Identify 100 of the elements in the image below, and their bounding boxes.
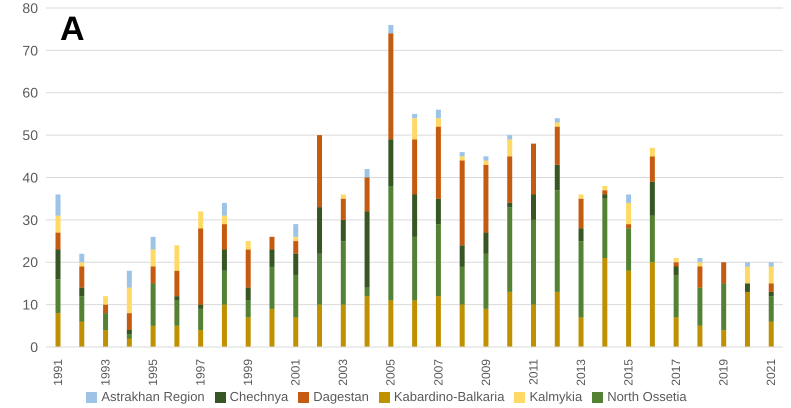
bar — [150, 326, 156, 347]
bar — [530, 194, 536, 220]
bar — [56, 232, 61, 250]
bar — [293, 224, 298, 237]
bar — [483, 160, 488, 165]
y-tick-label: 50 — [22, 127, 38, 144]
bar — [317, 207, 322, 254]
bar — [126, 338, 132, 347]
x-tick-label: 2001 — [288, 358, 303, 386]
bar — [674, 274, 679, 318]
bar — [721, 262, 726, 284]
bar — [650, 156, 655, 182]
bar — [388, 186, 394, 300]
bar — [79, 254, 84, 262]
bar — [56, 279, 61, 314]
bar — [79, 266, 84, 288]
bar — [388, 300, 394, 347]
x-tick-label: 1997 — [194, 358, 208, 386]
bar — [340, 304, 346, 347]
bar — [744, 266, 750, 284]
annotation: A — [60, 10, 85, 49]
bar — [56, 216, 61, 233]
bar — [554, 164, 560, 190]
bar — [79, 262, 84, 266]
bar — [436, 118, 441, 127]
bar — [483, 156, 488, 161]
bar — [483, 308, 488, 347]
bar — [198, 330, 204, 347]
bar — [744, 262, 750, 266]
bar — [293, 254, 298, 275]
x-tick-label: 2011 — [526, 358, 540, 385]
bar — [436, 198, 441, 224]
bar — [412, 114, 418, 118]
bar — [126, 330, 132, 334]
bar — [293, 241, 298, 254]
bar — [460, 160, 465, 246]
y-tick-label: 10 — [22, 296, 38, 313]
bar — [317, 304, 322, 347]
bar — [412, 118, 418, 140]
bar — [554, 118, 560, 122]
bar — [602, 186, 608, 190]
bar — [174, 300, 180, 326]
bar — [246, 300, 251, 318]
bar — [412, 194, 418, 237]
bar — [79, 296, 84, 322]
bar — [79, 322, 84, 347]
bar — [768, 296, 774, 322]
bar — [602, 198, 608, 258]
bar — [150, 266, 156, 284]
bar — [626, 228, 632, 271]
bar — [246, 288, 251, 300]
bar — [697, 288, 702, 326]
bar — [198, 211, 204, 228]
bar — [530, 144, 536, 194]
bar — [222, 202, 227, 216]
bar — [554, 292, 560, 347]
bar — [56, 313, 61, 347]
bar — [697, 262, 702, 266]
bar — [483, 232, 488, 254]
bar — [554, 122, 560, 127]
legend-label: Dagestan — [313, 389, 369, 404]
bar — [364, 211, 370, 288]
bar — [460, 266, 465, 305]
bar — [483, 164, 488, 233]
bar — [222, 270, 227, 305]
bar — [340, 194, 346, 199]
bar — [412, 139, 418, 194]
bar — [626, 194, 632, 203]
bar — [744, 292, 750, 347]
bar — [103, 330, 108, 347]
bar — [674, 258, 679, 262]
bar — [554, 126, 560, 165]
x-tick-label: 2009 — [478, 358, 493, 386]
bar — [388, 139, 394, 186]
bar — [436, 296, 441, 347]
bar — [364, 178, 370, 212]
bar — [674, 317, 679, 347]
bar — [768, 266, 774, 284]
bar — [222, 304, 227, 347]
x-tick-label: 1993 — [98, 358, 112, 386]
bar — [602, 258, 608, 347]
bar — [768, 283, 774, 292]
bar — [436, 224, 441, 296]
bar — [174, 245, 180, 271]
bar — [530, 304, 536, 347]
bar — [626, 270, 632, 347]
bar — [364, 288, 370, 296]
bar — [340, 198, 346, 220]
bar — [650, 182, 655, 216]
bar — [744, 283, 750, 292]
bar — [340, 241, 346, 305]
x-tick-label: 2007 — [431, 358, 446, 386]
bar — [293, 274, 298, 318]
bar — [246, 241, 251, 250]
bar — [246, 317, 251, 347]
bar — [222, 216, 227, 224]
bar — [150, 283, 156, 326]
bar — [269, 236, 274, 250]
bar — [293, 236, 298, 242]
bar — [269, 308, 274, 347]
